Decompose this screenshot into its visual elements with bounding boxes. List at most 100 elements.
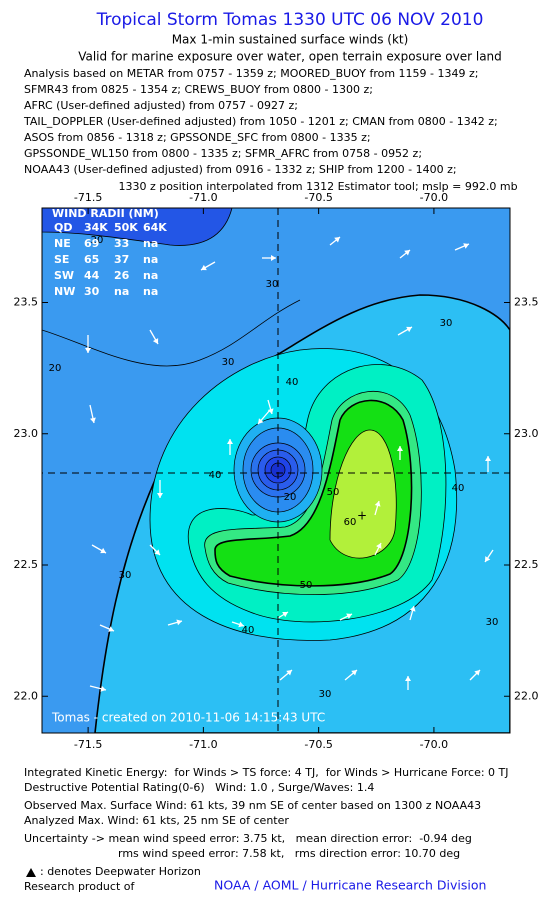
- observed-max: Observed Max. Surface Wind: 61 kts, 39 n…: [24, 799, 481, 812]
- arrow-head: [334, 237, 340, 243]
- y-tick-label: 23.0: [14, 427, 39, 440]
- contour-label: 30: [266, 279, 279, 290]
- arrow-head: [176, 619, 182, 626]
- eye: [233, 417, 323, 523]
- dpr: Destructive Potential Rating(0-6) Wind: …: [24, 781, 374, 794]
- radii-cell: 30: [84, 285, 100, 298]
- arrow-head: [474, 670, 480, 676]
- y-tick-label: 22.5: [514, 558, 539, 571]
- arrow-head: [405, 676, 411, 681]
- radii-header: QD: [54, 221, 72, 234]
- wind-arrow: [485, 456, 491, 472]
- radii-header: 64K: [143, 221, 167, 234]
- arrow-head: [463, 243, 469, 249]
- radii-cell: 69: [84, 237, 99, 250]
- x-tick-label: -70.5: [304, 191, 332, 204]
- radii-cell: SE: [54, 253, 69, 266]
- legend-note: : denotes Deepwater Horizon: [40, 865, 201, 878]
- wind-arrow: [454, 243, 470, 251]
- radii-cell: 44: [84, 269, 100, 282]
- radii-cell: na: [143, 285, 158, 298]
- arrow-head: [351, 670, 357, 676]
- x-tick-label: -70.0: [420, 191, 448, 204]
- arrow-head: [282, 612, 288, 618]
- wind-arrow: [399, 249, 411, 259]
- x-tick-label: -71.5: [74, 191, 102, 204]
- analyzed-max: Analyzed Max. Wind: 61 kts, 25 nm SE of …: [24, 814, 289, 827]
- analysis-line: AFRC (User-defined adjusted) from 0757 -…: [24, 99, 298, 112]
- uncertainty-rms: rms wind speed error: 7.58 kt, rms direc…: [118, 847, 460, 860]
- wind-arrow: [167, 619, 183, 626]
- wind-field: + 20 20 30 30 30 30 30 30 40 40 40 40 50 50 60 20: [42, 208, 510, 733]
- radii-cell: 33: [114, 237, 129, 250]
- contour-label: 50: [300, 580, 313, 591]
- map-frame: [41, 207, 511, 734]
- contour-label: 40: [286, 377, 299, 388]
- x-tick-label: -70.5: [304, 738, 332, 751]
- radii-cell: na: [143, 237, 158, 250]
- contour-label: 20: [284, 492, 297, 503]
- radii-cell: na: [143, 253, 158, 266]
- radii-title: WIND RADII (NM): [52, 207, 159, 220]
- contour-label: 50: [327, 487, 340, 498]
- wind-arrow: [99, 624, 115, 632]
- y-tick-label: 23.0: [514, 427, 539, 440]
- y-tick-label: 22.0: [514, 689, 539, 702]
- contour-label: 30: [440, 318, 453, 329]
- wind-arrow: [484, 549, 494, 563]
- radii-cell: NE: [54, 237, 71, 250]
- y-tick-label: 22.0: [14, 689, 39, 702]
- y-tick-label: 22.5: [14, 558, 39, 571]
- contour-label: 60: [344, 517, 357, 528]
- wind-arrow: [397, 326, 413, 336]
- contour-label: 30: [222, 357, 235, 368]
- wind-radii-table: WIND RADII (NM)QD 34K 50K 64K NE 69 33 na SE 65 37…: [52, 207, 167, 298]
- wind-arrow: [409, 605, 416, 621]
- contour-label: 20: [49, 363, 62, 374]
- wind-arrow: [329, 236, 341, 246]
- contour-label: 20: [91, 235, 104, 246]
- wind-arrow: [89, 685, 107, 692]
- axes: -71.5 -71.5 -71.0 -71.0 -70.5 -70.5 -70.0 -70.0…: [14, 191, 539, 751]
- wind-arrow: [89, 404, 96, 424]
- wind-arrow: [227, 439, 233, 455]
- wind-arrow: [344, 669, 358, 681]
- contour-line: [42, 299, 301, 367]
- wind-vectors: [85, 236, 494, 692]
- contour-label: 40: [209, 470, 222, 481]
- arrow-head: [267, 408, 274, 414]
- radii-cell: 65: [84, 253, 99, 266]
- arrow-head: [201, 264, 207, 271]
- ike: Integrated Kinetic Energy: for Winds > T…: [24, 766, 509, 779]
- org: NOAA / AOML / Hurricane Research Divisio…: [214, 878, 486, 893]
- arrow-head: [154, 549, 160, 555]
- contour-region: [42, 208, 233, 246]
- contour-label: 30: [319, 689, 332, 700]
- arrow-head: [409, 606, 416, 612]
- contour-label: 40: [452, 483, 465, 494]
- wind-arrow: [405, 676, 411, 690]
- radii-cell: 26: [114, 269, 130, 282]
- analysis-line: SFMR43 from 0825 - 1354 z; CREWS_BUOY fr…: [24, 83, 373, 96]
- wind-arrow: [91, 544, 107, 554]
- analysis-line: Analysis based on METAR from 0757 - 1359…: [24, 67, 478, 80]
- credit: Tomas - created on 2010-11-06 14:15:43 U…: [51, 711, 325, 725]
- analysis-sources: Analysis based on METAR from 0757 - 1359…: [23, 67, 498, 176]
- wind-arrow: [149, 329, 159, 345]
- arrow-head: [238, 621, 244, 628]
- research: Research product of: [24, 880, 135, 893]
- radii-header: 50K: [114, 221, 138, 234]
- analysis-line: ASOS from 0856 - 1318 z; GPSSONDE_SFC fr…: [24, 131, 371, 144]
- contour-label: 40: [242, 625, 255, 636]
- arrow-head: [286, 670, 292, 676]
- arrow-head: [100, 547, 106, 554]
- contour-label: 30: [486, 617, 499, 628]
- x-tick-label: -71.0: [189, 738, 217, 751]
- radii-cell: NW: [54, 285, 75, 298]
- arrow-head: [376, 543, 382, 549]
- x-tick-label: -71.5: [74, 738, 102, 751]
- arrow-head: [397, 446, 403, 451]
- y-tick-label: 23.5: [14, 296, 39, 309]
- radii-cell: 37: [114, 253, 129, 266]
- contour-region: [329, 429, 397, 559]
